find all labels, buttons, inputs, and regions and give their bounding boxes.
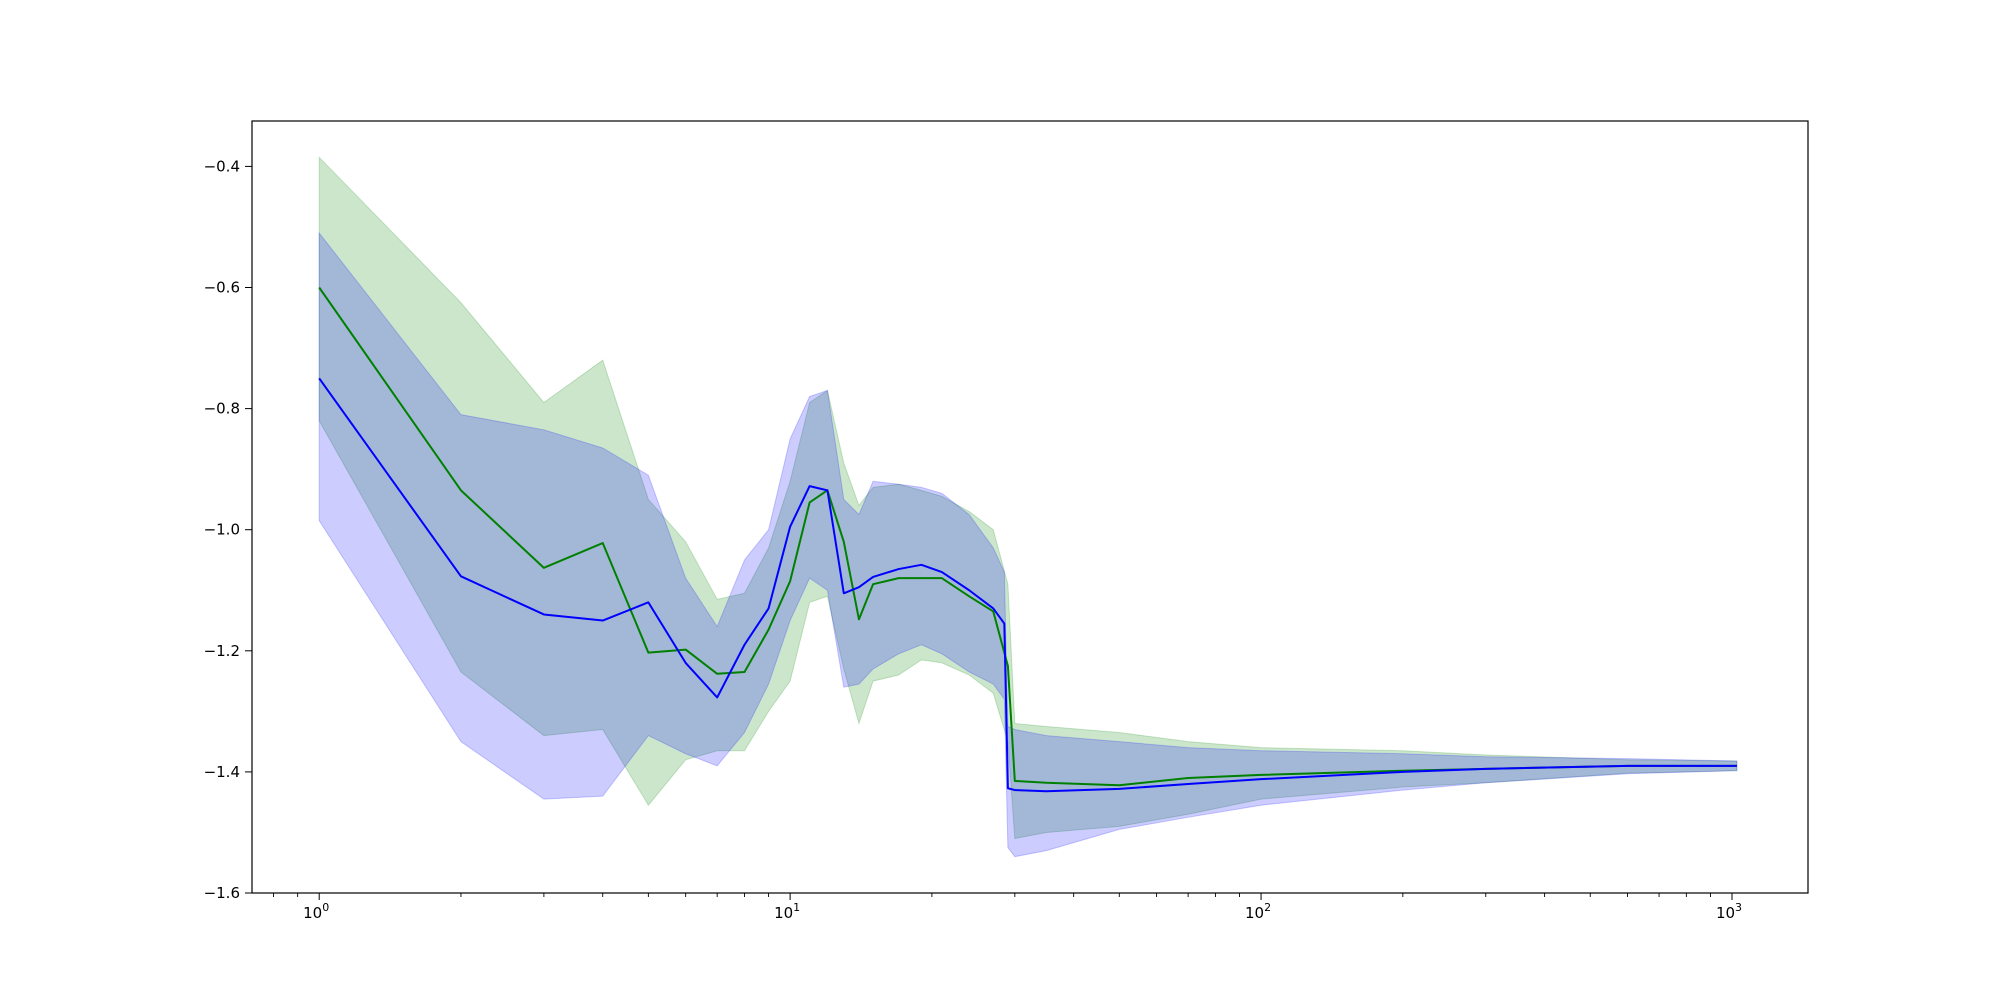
x-tick-label: 101 xyxy=(774,901,800,922)
y-tick-label: −1.6 xyxy=(204,884,240,902)
series-2-band xyxy=(318,231,1738,858)
x-tick-label: 103 xyxy=(1716,901,1742,922)
series-1-band xyxy=(318,156,1738,840)
y-tick-label: −1.0 xyxy=(204,521,240,539)
plot-frame xyxy=(251,120,1809,894)
x-tick-label: 100 xyxy=(303,901,329,922)
x-tick-label: 102 xyxy=(1245,901,1271,922)
y-tick-label: −0.8 xyxy=(204,400,240,418)
series-2-line xyxy=(318,377,1737,793)
y-tick-label: −1.4 xyxy=(204,763,240,781)
series-1-line xyxy=(318,286,1737,787)
line-layer xyxy=(318,286,1737,793)
y-axis: −0.4 −0.6 −0.8 −1.0 −1.2 −1.4 −1.6 xyxy=(204,157,252,902)
band-layer xyxy=(318,156,1738,858)
y-tick-label: −0.4 xyxy=(204,157,240,175)
y-tick-label: −0.6 xyxy=(204,279,240,297)
y-tick-label: −1.2 xyxy=(204,642,240,660)
x-axis: 100 101 102 103 xyxy=(273,893,1742,922)
